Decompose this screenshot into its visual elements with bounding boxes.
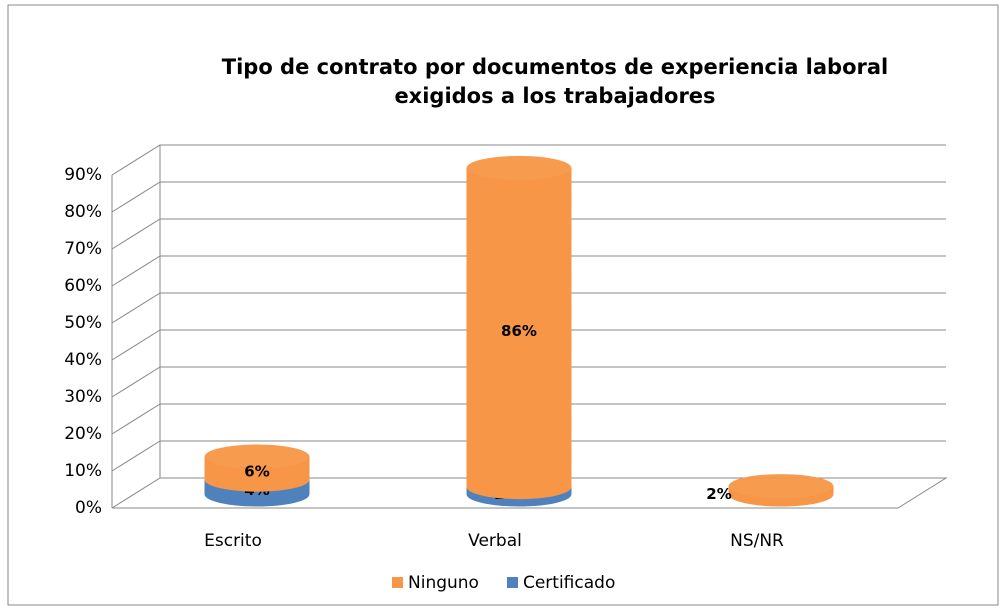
y-tick-label: 20% (64, 424, 102, 444)
value-label: 2% (706, 485, 731, 503)
y-tick-label: 90% (64, 165, 102, 185)
y-tick-label: 10% (64, 461, 102, 481)
value-label: 6% (244, 463, 269, 481)
grid-line (111, 440, 946, 472)
chart-title: exigidos a los trabajadores (394, 84, 715, 108)
grid-line (111, 477, 946, 509)
grid-line (111, 292, 946, 324)
grid-line (111, 218, 946, 250)
grid-line (111, 144, 946, 176)
y-tick-label: 0% (75, 498, 102, 518)
y-tick-label: 50% (64, 313, 102, 333)
legend-label: Certificado (523, 573, 615, 593)
cylinder-top (728, 474, 834, 500)
grid-line (111, 329, 946, 361)
x-tick-label: NS/NR (730, 531, 784, 551)
y-tick-label: 80% (64, 202, 102, 222)
value-label: 86% (501, 322, 537, 340)
y-tick-label: 60% (64, 276, 102, 296)
legend-swatch (506, 577, 518, 588)
grid-line (111, 255, 946, 287)
cylinder-top (204, 444, 310, 470)
chart-title: Tipo de contrato por documentos de exper… (222, 55, 888, 79)
cylinder-top (466, 155, 572, 181)
y-tick-label: 40% (64, 350, 102, 370)
x-tick-label: Verbal (468, 531, 522, 551)
legend-label: Ninguno (408, 573, 479, 593)
grid-line (111, 366, 946, 398)
y-tick-label: 30% (64, 387, 102, 407)
x-tick-label: Escrito (204, 531, 262, 551)
grid-line (111, 403, 946, 435)
y-tick-label: 70% (64, 239, 102, 259)
legend-swatch (392, 577, 403, 588)
grid-line (111, 181, 946, 213)
